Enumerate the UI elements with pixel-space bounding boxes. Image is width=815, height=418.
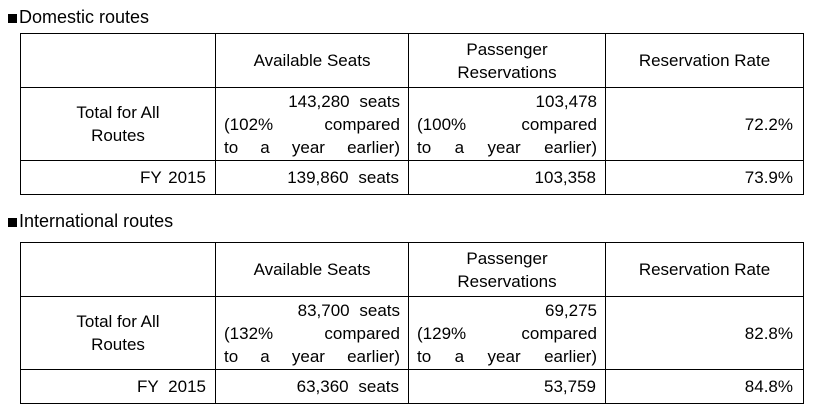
row-label-total: Total for All Routes [20,296,216,370]
col-header-label: Reservation Rate [638,260,771,279]
section-bullet-icon [8,217,17,227]
section-title-text: Domestic routes [19,7,150,27]
col-header-label: Available Seats [253,51,371,70]
col-header-available-seats: Available Seats [215,242,409,297]
total-available-seats-cell: 143,280 seats (102% compared to a year e… [215,87,409,161]
total-passenger-reservations-cell: 103,478 (100% compared to a year earlier… [408,87,606,161]
col-header-label: Passenger [466,248,548,268]
fy-available-seats-cell: 63,360 seats [215,369,409,404]
col-header-passenger-reservations: Passenger Reservations [408,242,606,297]
col-header-reservation-rate: Reservation Rate [605,33,804,88]
table-row-total: Total for All Routes 143,280 seats (102%… [20,87,804,161]
fy-row-label: FY 2015 [20,369,216,404]
fy-reservation-rate-cell: 84.8% [605,369,804,404]
fy-row-label: FY 2015 [20,160,216,195]
col-header-reservation-rate: Reservation Rate [605,242,804,297]
fy-reservation-rate-cell: 73.9% [605,160,804,195]
total-reservation-rate-cell: 82.8% [605,296,804,370]
col-header-label: Reservation Rate [638,51,771,70]
col-header-passenger-reservations: Passenger Reservations [408,33,606,88]
table-row-total: Total for All Routes 83,700 seats (132% … [20,296,804,370]
fy-available-seats-cell: 139,860 seats [215,160,409,195]
international-routes-table: Available Seats Passenger Reservations R… [20,242,804,404]
table-header-row: Available Seats Passenger Reservations R… [20,33,804,88]
total-reservation-rate-cell: 72.2% [605,87,804,161]
section-title-domestic: Domestic routes [8,6,149,28]
table-row-fy2015: FY 2015 63,360 seats 53,759 84.8% [20,369,804,404]
col-header-label: Reservations [457,271,557,291]
corner-cell [20,242,216,297]
section-title-text: International routes [19,211,174,231]
total-available-seats-cell: 83,700 seats (132% compared to a year ea… [215,296,409,370]
col-header-label: Available Seats [253,260,371,279]
fy-passenger-reservations-cell: 103,358 [408,160,606,195]
section-bullet-icon [8,13,17,23]
col-header-available-seats: Available Seats [215,33,409,88]
row-label-total: Total for All Routes [20,87,216,161]
table-row-fy2015: FY 2015 139,860 seats 103,358 73.9% [20,160,804,195]
corner-cell [20,33,216,88]
col-header-label: Passenger [466,39,548,59]
table-header-row: Available Seats Passenger Reservations R… [20,242,804,297]
total-passenger-reservations-cell: 69,275 (129% compared to a year earlier) [408,296,606,370]
col-header-label: Reservations [457,62,557,82]
domestic-routes-table: Available Seats Passenger Reservations R… [20,33,804,195]
section-title-international: International routes [8,210,173,232]
fy-passenger-reservations-cell: 53,759 [408,369,606,404]
